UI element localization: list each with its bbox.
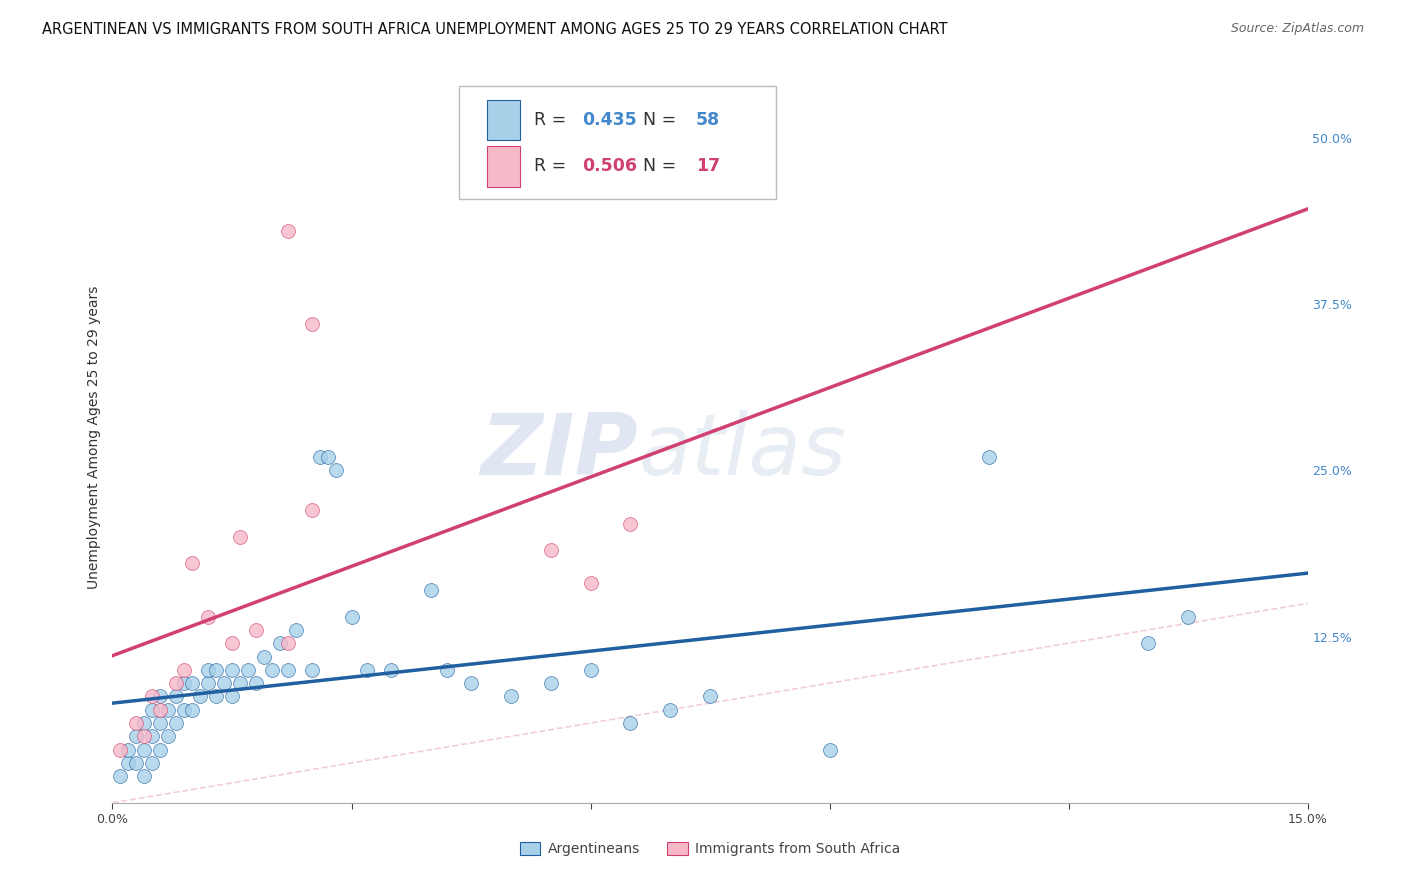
Point	[579, 576, 602, 591]
Point	[229, 676, 252, 690]
Point	[301, 503, 323, 517]
Point	[260, 663, 283, 677]
Text: 0.435: 0.435	[582, 112, 637, 129]
Point	[308, 450, 330, 464]
Point	[301, 317, 323, 331]
Point	[165, 690, 187, 704]
Point	[277, 663, 299, 677]
Point	[699, 690, 721, 704]
Point	[110, 742, 132, 756]
Point	[165, 676, 187, 690]
Point	[205, 663, 228, 677]
Point	[181, 557, 204, 571]
Point	[1177, 609, 1199, 624]
Point	[436, 663, 458, 677]
Point	[221, 663, 243, 677]
Point	[977, 450, 1000, 464]
Point	[197, 663, 219, 677]
Point	[134, 769, 156, 783]
Point	[149, 703, 172, 717]
Text: N =: N =	[633, 112, 682, 129]
Point	[141, 756, 163, 770]
Point	[236, 663, 259, 677]
Point	[134, 729, 156, 743]
Point	[269, 636, 291, 650]
Point	[181, 703, 204, 717]
Y-axis label: Unemployment Among Ages 25 to 29 years: Unemployment Among Ages 25 to 29 years	[87, 285, 101, 589]
Point	[149, 716, 172, 731]
Point	[173, 663, 195, 677]
Point	[173, 676, 195, 690]
Point	[197, 609, 219, 624]
Legend: Argentineans, Immigrants from South Africa: Argentineans, Immigrants from South Afri…	[515, 837, 905, 862]
Point	[134, 742, 156, 756]
Point	[117, 756, 139, 770]
Text: R =: R =	[534, 112, 572, 129]
Text: 58: 58	[696, 112, 720, 129]
Point	[157, 703, 180, 717]
Point	[245, 676, 267, 690]
Point	[579, 663, 602, 677]
Point	[540, 543, 562, 558]
Point	[277, 224, 299, 238]
Point	[245, 623, 267, 637]
Point	[356, 663, 378, 677]
Point	[110, 769, 132, 783]
Bar	[486, 100, 520, 140]
Point	[316, 450, 339, 464]
Point	[284, 623, 307, 637]
Point	[165, 716, 187, 731]
Point	[125, 756, 148, 770]
Point	[221, 690, 243, 704]
Point	[253, 649, 276, 664]
Point	[1137, 636, 1160, 650]
Text: 17: 17	[696, 158, 720, 176]
Point	[659, 703, 682, 717]
Point	[818, 742, 841, 756]
Point	[141, 729, 163, 743]
Point	[117, 742, 139, 756]
Point	[420, 582, 443, 597]
Point	[221, 636, 243, 650]
Text: atlas: atlas	[638, 410, 846, 493]
Text: 0.506: 0.506	[582, 158, 637, 176]
Point	[619, 716, 641, 731]
Point	[188, 690, 211, 704]
Text: ZIP: ZIP	[481, 410, 638, 493]
Point	[325, 463, 347, 477]
Point	[157, 729, 180, 743]
Text: N =: N =	[633, 158, 682, 176]
Point	[380, 663, 402, 677]
Text: ARGENTINEAN VS IMMIGRANTS FROM SOUTH AFRICA UNEMPLOYMENT AMONG AGES 25 TO 29 YEA: ARGENTINEAN VS IMMIGRANTS FROM SOUTH AFR…	[42, 22, 948, 37]
Point	[197, 676, 219, 690]
Point	[149, 742, 172, 756]
Point	[181, 676, 204, 690]
Point	[205, 690, 228, 704]
FancyBboxPatch shape	[458, 86, 776, 200]
Text: R =: R =	[534, 158, 572, 176]
Point	[212, 676, 235, 690]
Point	[173, 703, 195, 717]
Point	[340, 609, 363, 624]
Point	[125, 729, 148, 743]
Text: Source: ZipAtlas.com: Source: ZipAtlas.com	[1230, 22, 1364, 36]
Point	[134, 716, 156, 731]
Point	[540, 676, 562, 690]
Point	[125, 716, 148, 731]
Point	[229, 530, 252, 544]
Point	[460, 676, 482, 690]
Bar	[486, 146, 520, 186]
Point	[301, 663, 323, 677]
Point	[141, 690, 163, 704]
Point	[277, 636, 299, 650]
Point	[141, 703, 163, 717]
Point	[499, 690, 522, 704]
Point	[149, 690, 172, 704]
Point	[619, 516, 641, 531]
